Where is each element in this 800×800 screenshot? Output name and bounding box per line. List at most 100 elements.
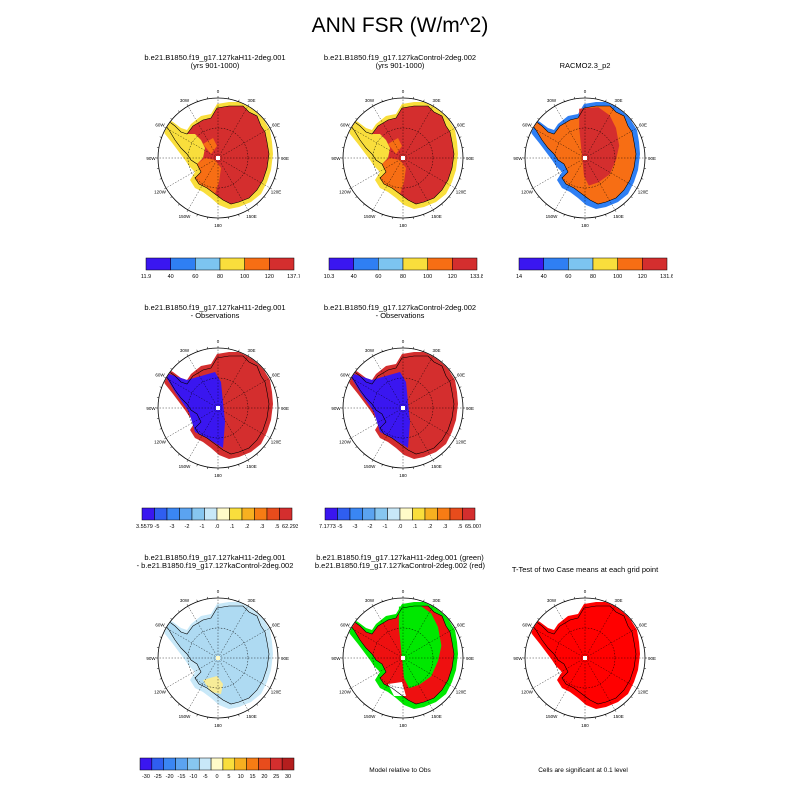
colorbar-swatch	[412, 507, 426, 521]
longitude-label: 30E	[432, 348, 440, 353]
colorbar-label: -5	[155, 524, 160, 530]
note-significance: Cells are significant at 0.1 level	[538, 767, 628, 774]
colorbar-r1c1: 11.9 40 60 80 100 120 137.7	[141, 257, 300, 280]
longitude-label: 90E	[281, 656, 289, 661]
panel-title-r2c2: b.e21.B1850.f19_g17.127kaControl-2deg.00…	[323, 303, 477, 320]
panel-title-r1c2: b.e21.B1850.f19_g17.127kaControl-2deg.00…	[323, 53, 477, 70]
colorbar-label: 60	[375, 274, 381, 280]
colorbar-label: -3	[353, 524, 358, 530]
colorbar-swatch	[266, 507, 280, 521]
longitude-label: 60E	[457, 123, 465, 128]
colorbar-r1c3: 14 40 60 80 100 120 131.6	[516, 257, 673, 280]
longitude-label: 60E	[639, 623, 647, 628]
longitude-label: 120E	[271, 190, 282, 195]
colorbar-swatch	[269, 257, 295, 271]
colorbar-label: 25	[273, 774, 279, 780]
longitude-label: 60W	[522, 123, 532, 128]
longitude-label: 150E	[613, 714, 624, 719]
longitude-label: 180	[581, 223, 589, 228]
colorbar-swatch	[191, 507, 205, 521]
colorbar-swatch	[324, 507, 338, 521]
colorbar-label: -15	[177, 774, 185, 780]
colorbar-label: -2	[185, 524, 190, 530]
colorbar-label: .5	[275, 524, 280, 530]
colorbar-swatch	[281, 757, 295, 771]
colorbar-r1c2: 10.3 40 60 80 100 120 133.8	[324, 257, 483, 280]
longitude-label: 30E	[247, 598, 255, 603]
longitude-label: 120E	[638, 690, 649, 695]
colorbar-label: 80	[590, 274, 596, 280]
colorbar-swatch	[362, 507, 376, 521]
colorbar-label: -10	[189, 774, 197, 780]
longitude-label: 120W	[154, 690, 167, 695]
colorbar-label: .0	[215, 524, 220, 530]
longitude-label: 60E	[639, 123, 647, 128]
longitude-label: 30W	[365, 598, 375, 603]
colorbar-swatch	[246, 757, 259, 771]
colorbar-label: 100	[423, 274, 432, 280]
longitude-label: 0	[217, 89, 220, 94]
colorbar-label: -1	[200, 524, 205, 530]
longitude-label: 180	[399, 473, 407, 478]
longitude-label: 30E	[432, 98, 440, 103]
colorbar-label: 120	[448, 274, 457, 280]
longitude-label: 0	[217, 589, 220, 594]
longitude-label: 90E	[466, 406, 474, 411]
figure-title: ANN FSR (W/m^2)	[311, 14, 489, 37]
colorbar-label: -5	[338, 524, 343, 530]
longitude-label: 120E	[638, 190, 649, 195]
colorbar-label: .3	[260, 524, 265, 530]
longitude-label: 30E	[432, 598, 440, 603]
panel-title-r1c1: b.e21.B1850.f19_g17.127kaH11-2deg.001 (y…	[144, 53, 286, 70]
longitude-label: 60E	[272, 623, 280, 628]
longitude-label: 120W	[154, 190, 167, 195]
colorbar-label: 40	[541, 274, 547, 280]
colorbar-swatch	[222, 757, 236, 771]
colorbar-label: .0	[398, 524, 403, 530]
colorbar-swatch	[402, 257, 428, 271]
colorbar-swatch	[328, 257, 354, 271]
polar-map-r3c2: 0 30E 60E 90E 120E 150E 180 150W 120W 90W 60W 30W	[331, 589, 474, 728]
colorbar-label: -3	[170, 524, 175, 530]
longitude-label: 0	[402, 339, 405, 344]
colorbar-swatch	[374, 507, 388, 521]
longitude-label: 30W	[180, 98, 190, 103]
colorbar-label: .1	[413, 524, 418, 530]
longitude-label: 60W	[340, 373, 350, 378]
colorbar-label: 100	[240, 274, 249, 280]
longitude-label: 90W	[513, 156, 523, 161]
colorbar-swatch	[518, 257, 544, 271]
colorbar-swatch	[151, 757, 164, 771]
colorbar-label: 40	[168, 274, 174, 280]
colorbar-swatch	[141, 507, 155, 521]
colorbar-swatch	[154, 507, 168, 521]
panel-title-r3c1: b.e21.B1850.f19_g17.127kaH11-2deg.001 - …	[136, 553, 294, 570]
colorbar-swatch	[399, 507, 413, 521]
polar-map-r1c1: 0 30E 60E 90E 120E 150E 180 150W 120W 90W 60W 30W	[146, 89, 289, 228]
colorbar-label: 65.0079	[465, 524, 481, 530]
longitude-label: 120E	[271, 440, 282, 445]
colorbar-label: 137.7	[287, 274, 300, 280]
colorbar-label: .5	[458, 524, 463, 530]
colorbar-label: 40	[351, 274, 357, 280]
colorbar-swatch	[270, 757, 283, 771]
longitude-label: 90W	[513, 656, 523, 661]
polar-map-r1c3: 0 30E 60E 90E 120E 150E 180 150W 120W 90W 60W 30W	[513, 89, 656, 228]
longitude-label: 90E	[648, 156, 656, 161]
colorbar-swatch	[163, 757, 176, 771]
colorbar-swatch	[642, 257, 668, 271]
longitude-label: 120E	[271, 690, 282, 695]
panel-title-r3c2: b.e21.B1850.f19_g17.127kaH11-2deg.001 (g…	[314, 553, 486, 570]
longitude-label: 150W	[546, 214, 559, 219]
colorbar-label: 62.2938	[282, 524, 298, 530]
longitude-label: 180	[214, 723, 222, 728]
longitude-label: 30W	[180, 348, 190, 353]
longitude-label: 150W	[179, 464, 192, 469]
longitude-label: 30W	[365, 98, 375, 103]
colorbar-swatch	[145, 257, 171, 271]
colorbar-swatch	[353, 257, 379, 271]
colorbar-label: 80	[217, 274, 223, 280]
colorbar-swatch	[241, 507, 255, 521]
colorbar-swatch	[210, 757, 224, 771]
longitude-label: 60E	[457, 373, 465, 378]
